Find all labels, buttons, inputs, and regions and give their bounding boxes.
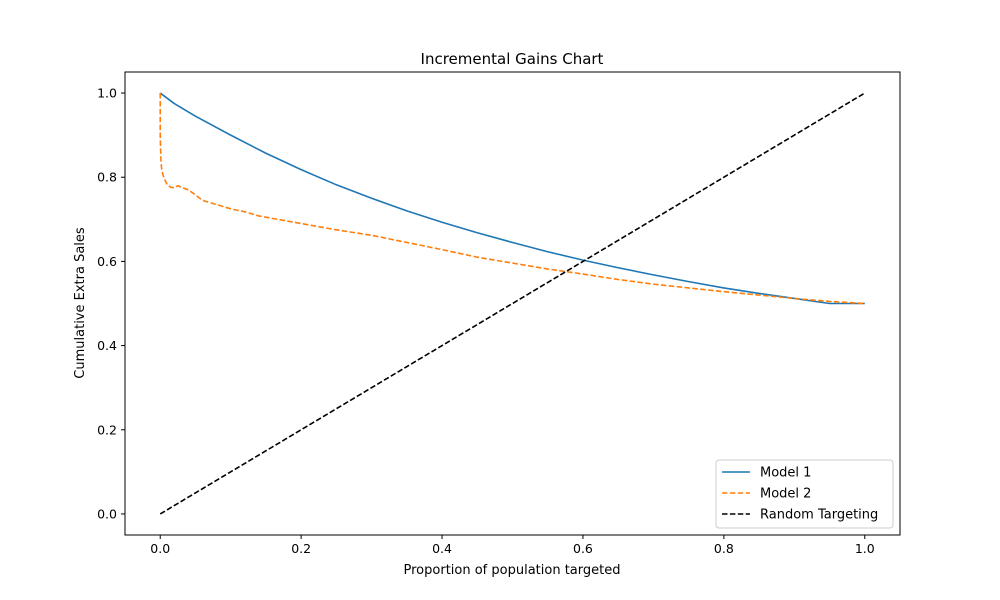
x-tick-label: 0.8 [714,541,734,556]
y-tick-label: 0.2 [97,422,117,437]
legend: Model 1 Model 2 Random Targeting [715,459,894,529]
x-tick-label: 1.0 [855,541,875,556]
y-axis-label: Cumulative Extra Sales [73,227,88,379]
x-tick-label: 0.6 [573,541,593,556]
y-tick-label: 0.8 [97,170,117,185]
series-line-model-2 [159,93,865,305]
plot-frame [124,71,901,536]
series-line-random-targeting [159,92,866,515]
x-tick-label: 0.4 [432,541,452,556]
y-tick-label: 0.6 [97,254,117,269]
x-tick-label: 0.2 [291,541,311,556]
y-tick-label: 0.4 [97,338,117,353]
series-line-model-1 [159,92,865,305]
legend-label-random-targeting: Random Targeting [760,508,878,523]
x-tick-label: 0.0 [150,541,170,556]
legend-label-model-2: Model 2 [760,487,811,502]
x-axis-label: Proportion of population targeted [404,563,621,578]
legend-label-model-1: Model 1 [760,466,811,481]
legend-box [715,459,894,529]
y-tick-label: 0.0 [97,506,117,521]
axes-ticks: 0.0 0.2 0.4 0.6 0.8 1.0 0.0 0.2 0.4 0.6 0.8 1.0 [97,86,875,556]
y-tick-label: 1.0 [97,86,117,101]
plot-area [159,92,866,515]
chart-title: Incremental Gains Chart [421,50,604,68]
